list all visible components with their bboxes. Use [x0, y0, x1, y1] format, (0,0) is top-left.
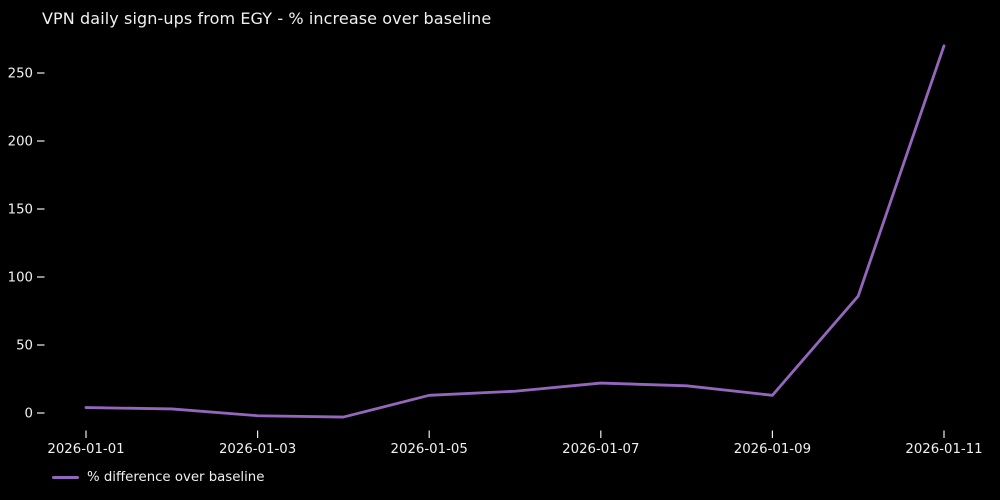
legend-line-swatch — [52, 476, 79, 479]
x-tick-label: 2026-01-09 — [734, 442, 811, 457]
x-tick-label: 2026-01-05 — [391, 442, 468, 457]
legend: % difference over baseline — [52, 470, 264, 485]
y-tick-label: 200 — [8, 135, 33, 150]
y-tick-label: 0 — [25, 407, 33, 422]
chart-title: VPN daily sign-ups from EGY - % increase… — [42, 9, 492, 28]
y-tick-label: 250 — [8, 67, 33, 82]
data-series-line — [84, 44, 946, 419]
x-tick-label: 2026-01-11 — [905, 442, 982, 457]
x-tick-label: 2026-01-03 — [219, 442, 296, 457]
y-tick-label: 100 — [8, 271, 33, 286]
x-tick-label: 2026-01-01 — [47, 442, 124, 457]
x-tick-label: 2026-01-07 — [562, 442, 639, 457]
y-tick-label: 50 — [16, 339, 33, 354]
legend-label: % difference over baseline — [87, 470, 265, 485]
y-tick-label: 150 — [8, 203, 33, 218]
